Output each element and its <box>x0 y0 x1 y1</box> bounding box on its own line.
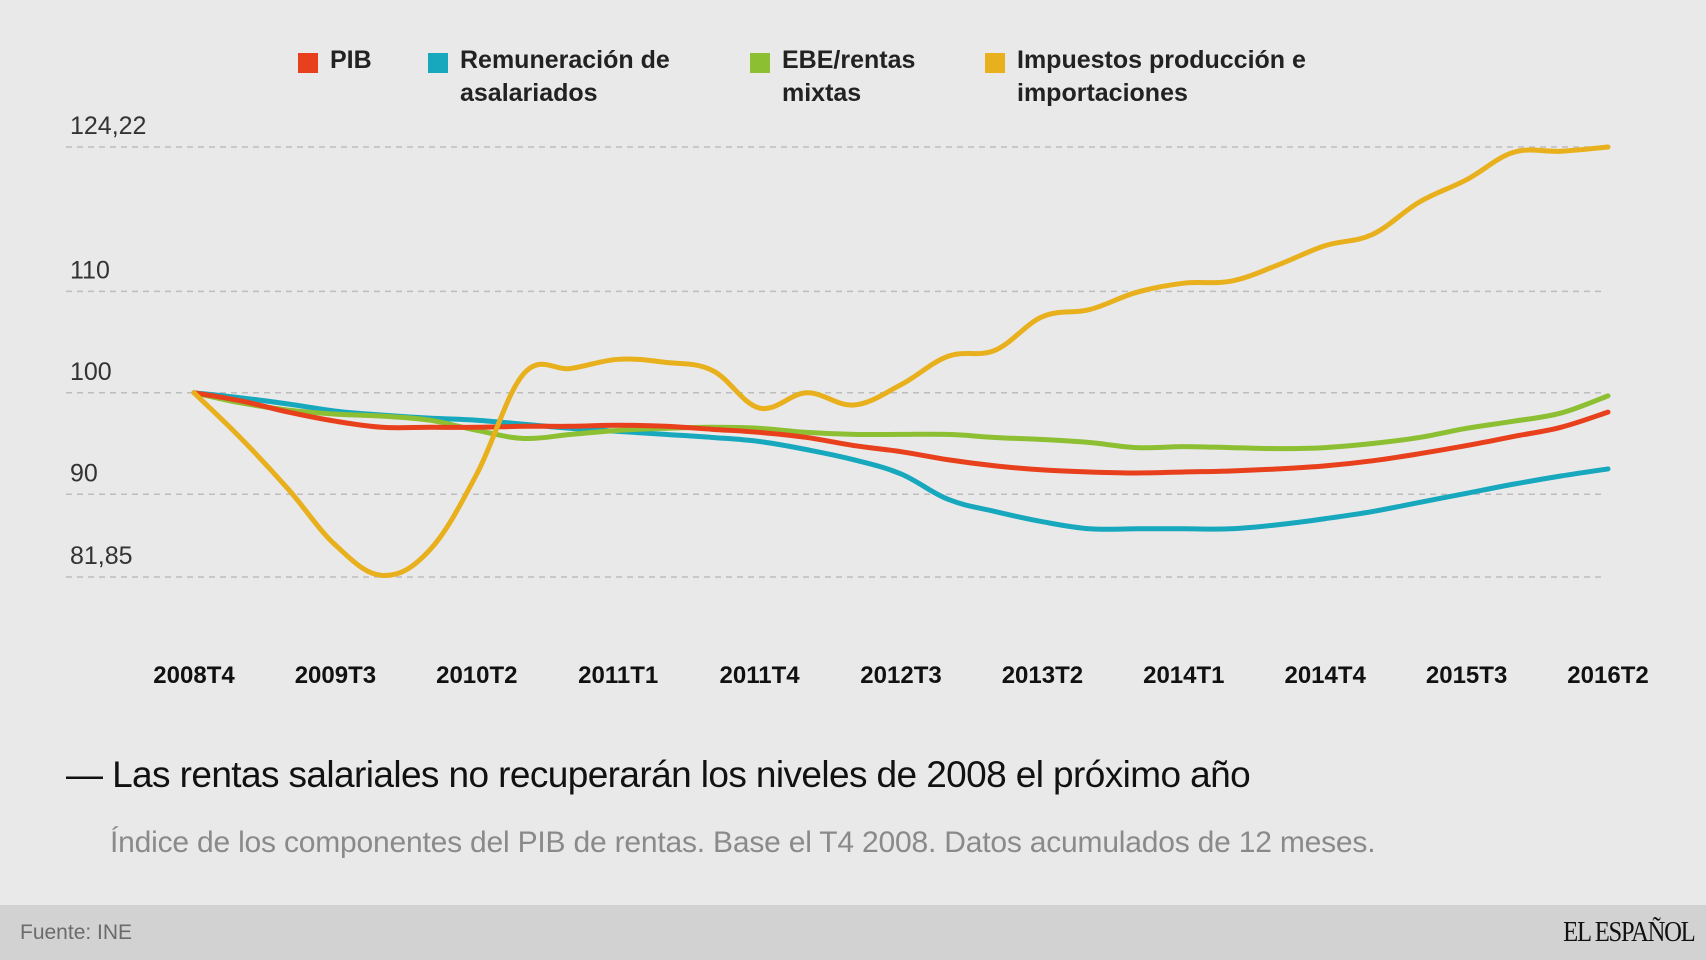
x-tick-label: 2008T4 <box>153 662 235 689</box>
x-tick-label: 2014T4 <box>1284 662 1366 689</box>
x-tick-label: 2010T2 <box>436 662 517 689</box>
x-tick-label: 2011T4 <box>720 662 801 689</box>
x-tick-label: 2013T2 <box>1002 662 1083 689</box>
legend-label-pib: PIB <box>330 46 372 74</box>
legend-label-ebe: EBE/rentas mixtas <box>782 46 916 107</box>
x-tick-label: 2012T3 <box>860 662 941 689</box>
x-tick-label: 2016T2 <box>1567 662 1648 689</box>
legend-item-impuestos: Impuestos producción e importaciones <box>985 44 1306 110</box>
series-line-impuestos <box>191 144 1611 578</box>
legend-item-ebe: EBE/rentas mixtas <box>750 44 915 110</box>
y-tick-label: 81,85 <box>70 542 133 570</box>
legend-swatch-ebe <box>750 53 770 73</box>
line-chart: 124,22 110 100 90 81,85 2008T4 2009T3 2010T2 201… <box>66 112 1649 689</box>
footer-bar: Fuente: INE EL ESPAÑOL <box>0 905 1706 960</box>
legend-item-remuneracion: Remuneración de asalariados <box>428 44 670 110</box>
x-tick-label: 2011T1 <box>578 662 658 689</box>
source-label: Fuente: INE <box>20 921 133 944</box>
series-line-pib <box>191 390 1611 476</box>
legend-swatch-pib <box>298 53 318 73</box>
chart-subtitle: Índice de los componentes del PIB de ren… <box>110 826 1376 859</box>
y-tick-label: 110 <box>70 256 110 284</box>
legend-item-pib: PIB <box>298 44 372 77</box>
y-tick-label: 90 <box>70 459 98 487</box>
brand-logo: EL ESPAÑOL <box>1562 916 1696 948</box>
y-tick-label: 100 <box>70 358 112 386</box>
series-line-remuneracion <box>191 390 1611 532</box>
legend-swatch-remuneracion <box>428 53 448 73</box>
y-tick-label: 124,22 <box>70 112 146 140</box>
legend-swatch-impuestos <box>985 53 1005 73</box>
x-tick-label: 2015T3 <box>1426 662 1507 689</box>
chart-title: — Las rentas salariales no recuperarán l… <box>66 754 1251 795</box>
legend-label-impuestos: Impuestos producción e importaciones <box>1017 46 1306 107</box>
legend-label-remuneracion: Remuneración de asalariados <box>460 46 670 107</box>
chart-legend: PIB Remuneración de asalariados EBE/rent… <box>0 44 1706 114</box>
series-line-ebe <box>191 390 1611 452</box>
x-tick-label: 2009T3 <box>295 662 376 689</box>
x-tick-label: 2014T1 <box>1143 662 1224 689</box>
